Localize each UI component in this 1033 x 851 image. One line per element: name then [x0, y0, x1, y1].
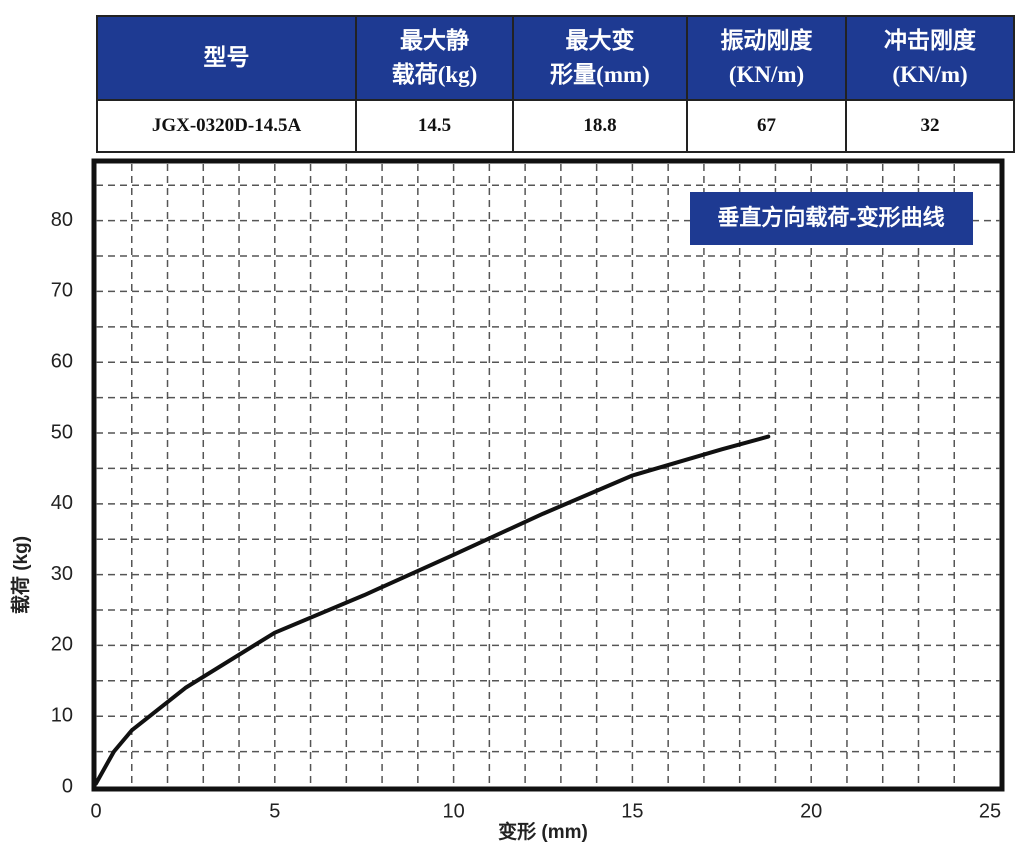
title-box [690, 192, 973, 245]
spec-table: 型号 最大静 载荷(kg) 最大变 形量(mm) 振动刚度 (KN/m) 冲击刚度 (KN/m)… [96, 15, 1015, 153]
y-tick-label: 10 [51, 704, 73, 726]
header-cell: 型号 [96, 15, 357, 101]
data-line [94, 434, 771, 786]
header-cell: 冲击刚度 (KN/m) [845, 15, 1015, 101]
header-cell: 最大变形量(mm) [512, 15, 688, 101]
table-cell: 67 [686, 99, 847, 153]
x-tick-label: 5 [269, 800, 280, 822]
x-tick-label: 0 [90, 800, 101, 822]
header-text: 振动刚度 [720, 28, 813, 53]
table-cell: 32 [845, 99, 1015, 153]
header-cell: 振动刚度 (KN/m) [686, 15, 847, 101]
header-text: (KN/m) [892, 62, 968, 87]
header-text: 载荷(kg) [391, 62, 478, 87]
header-text: 最大静 [400, 28, 469, 53]
header-text: 冲击刚度 [884, 28, 976, 53]
y-tick-label: 50 [51, 421, 73, 443]
header-cell: 最大静载荷(kg) [355, 15, 514, 101]
plot-frame [91, 158, 1005, 792]
x-axis-label: 变形 (mm) [498, 820, 588, 843]
y-tick-label: 80 [51, 209, 73, 231]
y-tick-label: 70 [51, 280, 73, 302]
x-tick-label: 15 [621, 800, 643, 822]
header-text: (KN/m) [728, 62, 805, 87]
table-row: JGX-0320D-14.5A 14.5 18.8 67 32 [96, 99, 1015, 153]
table-body: JGX-0320D-14.5A 14.5 18.8 67 32 [96, 99, 1015, 153]
y-tick-label: 60 [51, 351, 73, 373]
grid [96, 164, 1000, 787]
chart-title: 垂直方向载荷-变形曲线 [717, 205, 944, 230]
table-cell: 18.8 [512, 99, 688, 153]
y-tick-label: 0 [62, 775, 73, 797]
header-text: 形量(mm) [550, 62, 650, 87]
y-axis-label: 载荷 (kg) [9, 536, 32, 614]
header-text: 最大变 [565, 28, 635, 53]
table-cell: JGX-0320D-14.5A [96, 99, 357, 153]
x-tick-label: 25 [979, 800, 1001, 822]
header-row: 型号 最大静 载荷(kg) 最大变 形量(mm) 振动刚度 (KN/m) 冲击刚度 (KN/m) [96, 15, 1015, 101]
x-tick-label: 10 [442, 800, 464, 822]
header-text: 型号 [203, 45, 250, 70]
x-tick-label: 20 [800, 800, 822, 822]
y-tick-label: 40 [51, 492, 73, 514]
y-tick-label: 30 [51, 563, 73, 585]
table-cell: 14.5 [355, 99, 514, 153]
y-tick-label: 20 [51, 634, 73, 656]
